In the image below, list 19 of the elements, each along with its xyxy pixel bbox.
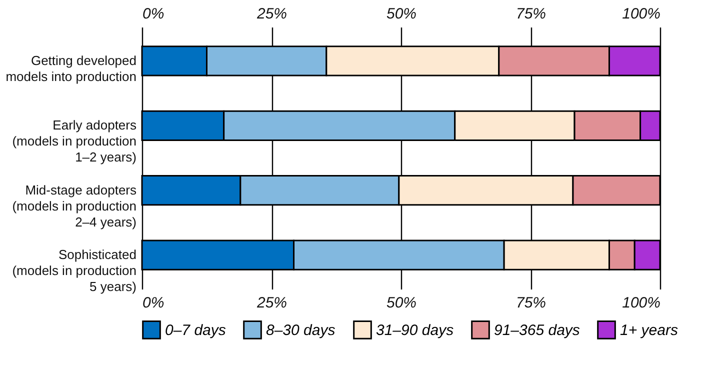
legend-label: 31–90 days [376,322,454,339]
x2-tick-label: 75% [516,6,546,22]
legend-label: 8–30 days [266,322,336,339]
y-tick-label: Getting developed models into production [6,52,136,84]
x-tick-label: 25% [256,294,288,312]
x2-tick-label: 0% [142,6,164,22]
x-tick-label: 0% [142,294,164,312]
legend-label: 91–365 days [494,322,580,339]
y-tick-label: Early adopters (models in production 1–2 years) [12,118,137,165]
legend-label: 0–7 days [165,322,226,339]
x-tick-label: 100% [622,294,660,312]
legend-label: 1+ years [620,322,678,339]
x-tick-label: 75% [516,294,546,312]
y-tick-label: Mid-stage adopters (models in production 2–4 years) [12,182,137,230]
x2-tick-label: 50% [386,6,417,22]
x-tick-label: 50% [386,294,417,312]
x2-tick-label: 25% [256,6,288,22]
y-tick-label: Sophisticated (models in production 5 years) [12,247,136,294]
x2-tick-label: 100% [622,6,660,22]
